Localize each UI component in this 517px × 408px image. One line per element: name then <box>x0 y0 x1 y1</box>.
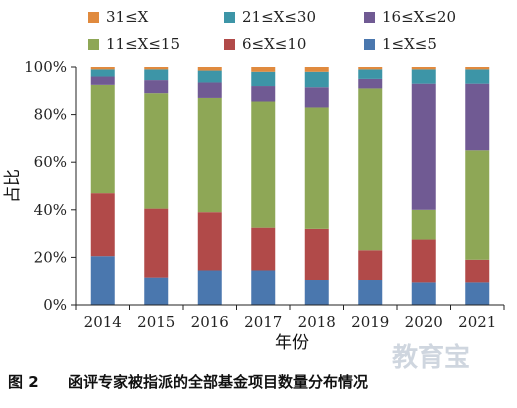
legend-swatch <box>364 39 375 50</box>
legend-swatch <box>88 39 99 50</box>
legend-swatch <box>364 12 375 23</box>
y-tick-label: 0% <box>43 296 67 314</box>
bar-segment-2014-s0 <box>90 256 115 305</box>
x-tick-label: 2021 <box>458 313 496 331</box>
x-tick-label: 2018 <box>298 313 336 331</box>
bar-segment-2020-s2 <box>411 209 436 240</box>
bar-segment-2020-s5 <box>411 67 436 70</box>
bar-segment-2014-s2 <box>90 84 115 194</box>
legend-label: 16≤X≤20 <box>382 8 456 26</box>
x-tick-label: 2014 <box>84 313 122 331</box>
legend-label: 31≤X <box>106 8 149 26</box>
figure-caption-label: 图 2 <box>8 373 39 391</box>
legend: 31≤X 21≤X≤30 16≤X≤20 11≤X≤15 6≤X≤10 1≤X≤5 <box>88 8 456 53</box>
bar-segment-2020-s1 <box>411 239 436 283</box>
bar-segment-2020-s4 <box>411 69 436 84</box>
y-tick-label: 20% <box>34 248 67 266</box>
bar-segment-2018-s1 <box>304 228 329 281</box>
legend-label: 11≤X≤15 <box>106 35 180 53</box>
bar-segment-2018-s3 <box>304 87 329 108</box>
x-tick-label: 2017 <box>244 313 282 331</box>
bar-segment-2017-s0 <box>251 270 276 305</box>
y-tick-label: 60% <box>34 153 67 171</box>
x-tick-label: 2020 <box>405 313 443 331</box>
bar-segment-2020-s3 <box>411 83 436 210</box>
x-axis-title: 年份 <box>275 333 309 353</box>
bar-segment-2019-s2 <box>358 88 383 251</box>
bar-segment-2015-s5 <box>144 67 169 70</box>
bar-segment-2021-s1 <box>465 259 490 283</box>
y-tick-label: 80% <box>34 106 67 124</box>
bar-segment-2020-s0 <box>411 282 436 305</box>
bar-segment-2019-s0 <box>358 280 383 305</box>
bar-segment-2014-s1 <box>90 193 115 257</box>
bar-segment-2019-s1 <box>358 250 383 281</box>
bar-segment-2016-s1 <box>197 212 222 271</box>
x-tick-label: 2016 <box>191 313 229 331</box>
bar-segment-2021-s4 <box>465 69 490 84</box>
x-tick-labels: 2014 2015 2016 2017 2018 2019 2020 2021 <box>84 313 497 331</box>
y-tick-labels: 0% 20% 40% 60% 80% 100% <box>24 58 67 314</box>
legend-label: 6≤X≤10 <box>242 35 306 53</box>
bar-segment-2018-s4 <box>304 71 329 88</box>
bar-segment-2018-s2 <box>304 107 329 229</box>
bar-segment-2014-s5 <box>90 67 115 70</box>
bar-segment-2014-s3 <box>90 76 115 85</box>
bar-segment-2018-s5 <box>304 67 329 72</box>
bar-segment-2015-s1 <box>144 208 169 278</box>
legend-swatch <box>224 12 235 23</box>
x-tick-label: 2019 <box>351 313 389 331</box>
bar-segment-2016-s5 <box>197 67 222 71</box>
legend-label: 21≤X≤30 <box>242 8 316 26</box>
bar-segment-2015-s3 <box>144 80 169 94</box>
bar-segment-2021-s0 <box>465 282 490 305</box>
x-tick-label: 2015 <box>137 313 175 331</box>
bar-segment-2015-s0 <box>144 277 169 305</box>
bar-segment-2017-s1 <box>251 227 276 271</box>
bar-segment-2017-s5 <box>251 67 276 72</box>
bar-segment-2018-s0 <box>304 280 329 305</box>
bar-segment-2021-s3 <box>465 83 490 151</box>
bar-segment-2017-s2 <box>251 101 276 228</box>
bar-segment-2017-s3 <box>251 86 276 102</box>
bars <box>90 67 490 305</box>
bar-segment-2021-s2 <box>465 150 490 260</box>
bar-segment-2014-s4 <box>90 69 115 77</box>
watermark: 教育宝 <box>392 342 470 373</box>
bar-segment-2016-s0 <box>197 270 222 305</box>
plot-area: 0%20%40%60%80%100% 2014 2015 2016 2017 2018 2… <box>24 58 505 331</box>
bar-segment-2016-s2 <box>197 97 222 213</box>
bar-segment-2016-s3 <box>197 82 222 98</box>
bar-segment-2017-s4 <box>251 71 276 87</box>
legend-swatch <box>224 39 235 50</box>
y-tick-label: 40% <box>34 201 67 219</box>
bar-segment-2019-s5 <box>358 67 383 70</box>
bar-segment-2019-s3 <box>358 78 383 89</box>
legend-swatch <box>88 12 99 23</box>
y-axis-title: 占比 <box>3 169 23 203</box>
bar-segment-2019-s4 <box>358 69 383 79</box>
bar-segment-2016-s4 <box>197 70 222 83</box>
y-tick-label: 100% <box>24 58 67 76</box>
bar-segment-2015-s4 <box>144 69 169 81</box>
bar-segment-2015-s2 <box>144 93 169 209</box>
axes <box>71 66 505 310</box>
figure-caption-text: 函评专家被指派的全部基金项目数量分布情况 <box>68 373 368 391</box>
legend-label: 1≤X≤5 <box>382 35 437 53</box>
bar-segment-2021-s5 <box>465 67 490 70</box>
